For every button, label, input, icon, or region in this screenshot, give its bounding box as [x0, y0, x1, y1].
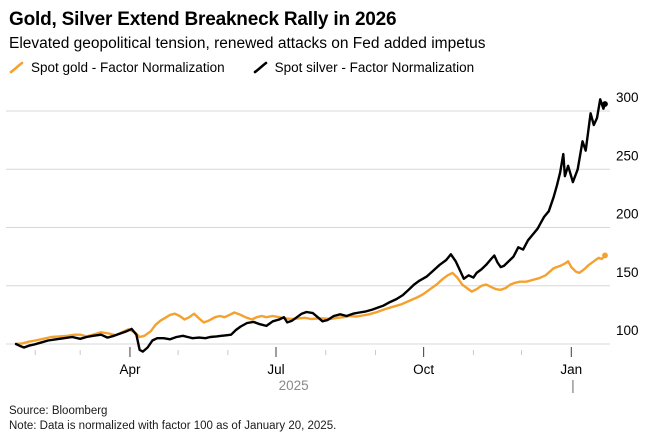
silver-line-sample-icon — [253, 61, 267, 74]
x-axis-label-Oct: Oct — [413, 362, 434, 377]
chart-title: Gold, Silver Extend Breakneck Rally in 2… — [9, 9, 397, 30]
legend: Spot gold - Factor Normalization Spot si… — [9, 60, 474, 75]
legend-label-silver: Spot silver - Factor Normalization — [274, 60, 475, 75]
series-line-silver — [14, 98, 607, 353]
source-text: Source: Bloomberg — [9, 405, 108, 417]
chart-footer: Source: Bloomberg Note: Data is normaliz… — [9, 404, 336, 434]
year-label: 2025 — [279, 378, 309, 393]
series-end-dot-gold — [602, 252, 608, 259]
y-axis-label-200: 200 — [616, 207, 639, 222]
series-line-gold — [14, 254, 607, 346]
y-axis-label-150: 150 — [616, 265, 639, 280]
x-axis-label-Jul: Jul — [267, 362, 284, 377]
y-axis-label-300: 300 — [616, 90, 639, 105]
y-axis-label-250: 250 — [616, 148, 639, 163]
gold-line-sample-icon — [9, 61, 24, 74]
legend-item-gold: Spot gold - Factor Normalization — [9, 60, 225, 75]
legend-label-gold: Spot gold - Factor Normalization — [31, 60, 225, 75]
chart-plot: 100 150 200 250 300 Apr Jul Oct Jan 2025 — [6, 90, 639, 393]
x-axis-label-Jan: Jan — [560, 362, 582, 377]
note-text: Note: Data is normalized with factor 100… — [9, 420, 337, 432]
chart-subtitle: Elevated geopolitical tension, renewed a… — [9, 35, 486, 52]
y-axis-label-100: 100 — [616, 323, 639, 338]
series-end-dot-silver — [602, 101, 608, 107]
legend-item-silver: Spot silver - Factor Normalization — [253, 60, 475, 75]
x-axis-label-Apr: Apr — [119, 362, 141, 377]
